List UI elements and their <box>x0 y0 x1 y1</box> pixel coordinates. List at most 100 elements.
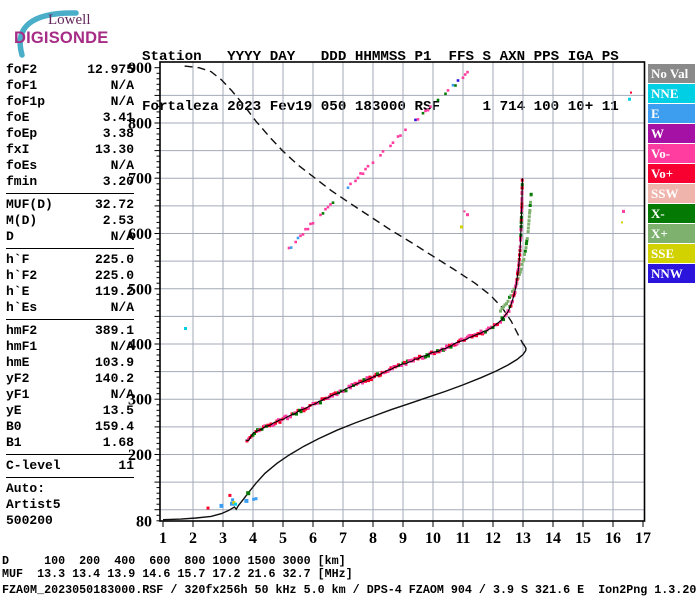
param-separator <box>6 193 134 194</box>
auto-line: 500200 <box>6 513 53 528</box>
param-row: foF2 12.975 <box>6 62 134 78</box>
param-value: 103.9 <box>94 355 134 370</box>
fitted-trace-line <box>245 178 523 442</box>
svg-text:500: 500 <box>128 281 152 298</box>
file-info-line: FZA0M_2023050183000.RSF / 320fx256h 50 k… <box>2 583 697 597</box>
velocity-legend: No Val NNE E W Vo- Vo+ SSW X- X+ SSE NNW <box>648 64 695 284</box>
legend-item: SSE <box>648 244 695 263</box>
param-row: yF1 N/A <box>6 387 134 403</box>
param-row: D N/A <box>6 229 134 245</box>
param-separator <box>6 248 134 249</box>
header-block: Station YYYY DAY DDD HHMMSS P1 FFS S AXN… <box>142 16 619 132</box>
svg-text:12: 12 <box>485 530 501 547</box>
svg-text:700: 700 <box>128 171 152 188</box>
param-row: fxI 13.30 <box>6 142 134 158</box>
param-value: 13.30 <box>94 142 134 157</box>
svg-text:800: 800 <box>128 116 152 133</box>
param-row: B0 159.4 <box>6 419 134 435</box>
param-row: hmF2 389.1 <box>6 323 134 339</box>
param-separator <box>6 477 134 478</box>
param-value: 12.975 <box>87 62 134 77</box>
logo-arc-icon <box>17 10 79 58</box>
param-row: h`E 119.2 <box>6 284 134 300</box>
param-value: 3.20 <box>102 174 134 189</box>
o-mode-trace <box>245 178 524 443</box>
param-value: N/A <box>110 300 134 315</box>
legend-item: E <box>648 104 695 123</box>
header-columns-line: Station YYYY DAY DDD HHMMSS P1 FFS S AXN… <box>142 49 619 65</box>
param-label: h`F2 <box>6 268 38 283</box>
auto-line: Auto: <box>6 481 46 496</box>
param-row: foEs N/A <box>6 158 134 174</box>
svg-text:400: 400 <box>128 337 152 354</box>
param-row: yF2 140.2 <box>6 371 134 387</box>
parameter-panel: foF2 12.975 foF1 N/A foF1p N/A foE 3.41 foEp 3.38… <box>6 62 134 529</box>
svg-text:14: 14 <box>545 530 561 547</box>
param-label: D <box>6 229 14 244</box>
true-height-profile <box>162 343 527 521</box>
param-row: h`F2 225.0 <box>6 268 134 284</box>
svg-text:9: 9 <box>399 530 407 547</box>
param-value: 11 <box>118 458 134 473</box>
param-label: fmin <box>6 174 38 189</box>
svg-text:11: 11 <box>455 530 470 547</box>
svg-text:80: 80 <box>136 513 152 530</box>
param-label: B1 <box>6 435 22 450</box>
param-value: 3.38 <box>102 126 134 141</box>
param-row: B1 1.68 <box>6 435 134 451</box>
param-value: N/A <box>110 229 134 244</box>
logo-lowell-text: Lowell <box>48 12 91 28</box>
param-row: foEp 3.38 <box>6 126 134 142</box>
param-row: foF1 N/A <box>6 78 134 94</box>
muf-row: MUF 13.3 13.4 13.9 14.6 15.7 17.2 21.6 3… <box>2 567 353 581</box>
svg-text:16: 16 <box>605 530 621 547</box>
param-row: hmF1 N/A <box>6 339 134 355</box>
svg-text:17: 17 <box>635 530 651 547</box>
x-mode-trace <box>499 192 533 313</box>
param-value: N/A <box>110 339 134 354</box>
legend-item: Vo+ <box>648 164 695 183</box>
param-label: fxI <box>6 142 30 157</box>
plot-border <box>159 61 646 522</box>
param-label: h`E <box>6 284 30 299</box>
param-value: 32.72 <box>94 197 134 212</box>
svg-text:3: 3 <box>219 530 227 547</box>
param-row: foF1p N/A <box>6 94 134 110</box>
param-label: yF1 <box>6 387 30 402</box>
param-separator <box>6 319 134 320</box>
svg-text:1: 1 <box>159 530 167 547</box>
param-value: 2.53 <box>102 213 134 228</box>
param-value: 13.5 <box>102 403 134 418</box>
param-value: 225.0 <box>94 268 134 283</box>
param-value: 140.2 <box>94 371 134 386</box>
logo-digisonde-text: DIGISONDE <box>14 29 109 47</box>
param-row: h`Es N/A <box>6 300 134 316</box>
legend-item: W <box>648 124 695 143</box>
logo: Lowell DIGISONDE <box>6 5 134 59</box>
grid <box>160 62 645 521</box>
param-value: 3.41 <box>102 110 134 125</box>
echo-dots <box>184 91 632 510</box>
param-separator <box>6 454 134 455</box>
param-value: 225.0 <box>94 252 134 267</box>
svg-text:2: 2 <box>189 530 197 547</box>
legend-item: NNW <box>648 264 695 283</box>
param-value: 1.68 <box>102 435 134 450</box>
svg-text:5: 5 <box>279 530 287 547</box>
param-value: N/A <box>110 94 134 109</box>
svg-text:900: 900 <box>128 60 152 77</box>
svg-text:15: 15 <box>575 530 591 547</box>
param-label: hmE <box>6 355 30 370</box>
param-label: M(D) <box>6 213 38 228</box>
param-value: N/A <box>110 387 134 402</box>
param-label: h`Es <box>6 300 38 315</box>
param-label: foF1 <box>6 78 38 93</box>
param-label: foEs <box>6 158 38 173</box>
svg-text:13: 13 <box>515 530 531 547</box>
svg-text:4: 4 <box>249 530 257 547</box>
param-row: M(D) 2.53 <box>6 213 134 229</box>
param-label: C-level <box>6 458 61 473</box>
auto-line: Artist5 <box>6 497 61 512</box>
